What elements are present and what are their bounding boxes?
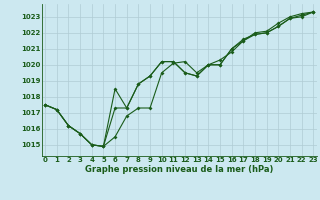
X-axis label: Graphe pression niveau de la mer (hPa): Graphe pression niveau de la mer (hPa) — [85, 165, 273, 174]
